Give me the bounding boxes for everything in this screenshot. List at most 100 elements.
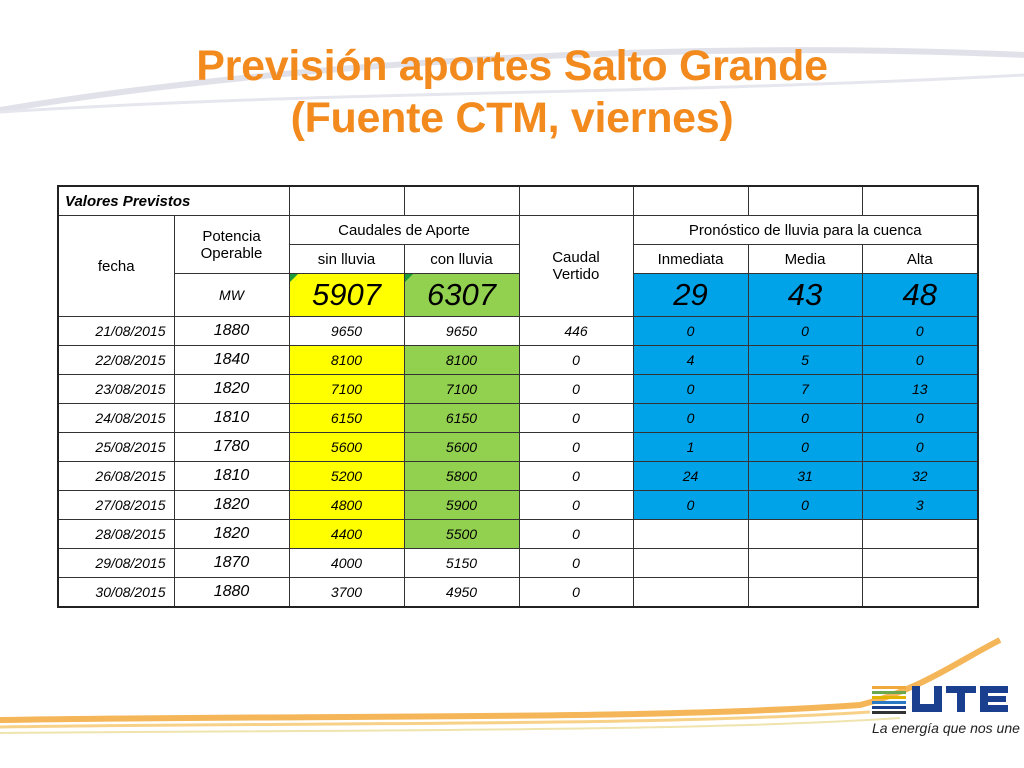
cell-alta: 13 [861,374,979,404]
cell-inmediata: 1 [632,432,749,462]
header-potencia-line1: Potencia [202,227,261,245]
header-potencia: Potencia Operable [173,215,290,274]
cell-con-lluvia: 8100 [403,345,520,375]
cell-media: 0 [747,316,863,346]
cell-media: 5 [747,345,863,375]
table-row: 29/08/2015 1870 4000 5150 0 [57,548,979,578]
total-con-value: 6307 [427,277,496,312]
cell-caudal-vertido: 0 [518,519,634,549]
cell-inmediata: 0 [632,490,749,520]
cell-caudal-vertido: 0 [518,461,634,491]
header-sin-lluvia: sin lluvia [288,244,405,274]
header-fecha: fecha [57,215,175,317]
cell-alta [861,519,979,549]
title-line-2: (Fuente CTM, viernes) [290,94,734,142]
cell-fecha: 25/08/2015 [57,432,175,462]
table-row: 21/08/2015 1880 9650 9650 446 0 0 0 [57,316,979,346]
cell-sin-lluvia: 7100 [288,374,405,404]
table-row: 30/08/2015 1880 3700 4950 0 [57,577,979,608]
cell-inmediata [632,577,749,608]
table-row: 27/08/2015 1820 4800 5900 0 0 0 3 [57,490,979,520]
cell-sin-lluvia: 6150 [288,403,405,433]
cell-fecha: 27/08/2015 [57,490,175,520]
blank-cell [288,185,405,216]
cell-sin-lluvia: 3700 [288,577,405,608]
table-row: 25/08/2015 1780 5600 5600 0 1 0 0 [57,432,979,462]
cell-potencia: 1820 [173,490,290,520]
unit-mw: MW [173,273,290,317]
cell-con-lluvia: 7100 [403,374,520,404]
cell-potencia: 1810 [173,461,290,491]
cell-fecha: 29/08/2015 [57,548,175,578]
header-caudal-line1: Caudal [552,249,600,266]
cell-fecha: 22/08/2015 [57,345,175,375]
table-row: 22/08/2015 1840 8100 8100 0 4 5 0 [57,345,979,375]
blank-cell [518,185,634,216]
total-inmediata: 29 [632,273,749,317]
blank-cell [632,185,749,216]
cell-con-lluvia: 5600 [403,432,520,462]
ute-logo [872,686,1008,714]
cell-caudal-vertido: 0 [518,345,634,375]
blank-cell [747,185,863,216]
table-row: 23/08/2015 1820 7100 7100 0 0 7 13 [57,374,979,404]
logo-stripes-icon [872,686,906,714]
header-alta: Alta [861,244,979,274]
cell-alta [861,548,979,578]
cell-inmediata: 4 [632,345,749,375]
cell-inmediata: 24 [632,461,749,491]
cell-inmediata [632,548,749,578]
total-alta: 48 [861,273,979,317]
cell-inmediata: 0 [632,403,749,433]
forecast-table: Valores Previstos fecha Potencia Operabl… [57,185,979,608]
comment-marker [405,274,413,282]
header-potencia-line2: Operable [200,244,263,262]
cell-caudal-vertido: 0 [518,548,634,578]
cell-media [747,548,863,578]
cell-con-lluvia: 4950 [403,577,520,608]
header-media: Media [747,244,863,274]
cell-potencia: 1820 [173,519,290,549]
cell-sin-lluvia: 5600 [288,432,405,462]
cell-media: 0 [747,490,863,520]
cell-potencia: 1880 [173,577,290,608]
total-media: 43 [747,273,863,317]
cell-media [747,519,863,549]
cell-inmediata: 0 [632,374,749,404]
cell-fecha: 26/08/2015 [57,461,175,491]
cell-alta: 0 [861,403,979,433]
cell-inmediata: 0 [632,316,749,346]
cell-alta: 3 [861,490,979,520]
title-line-1: Previsión aportes Salto Grande [196,42,828,90]
header-pronostico: Pronóstico de lluvia para la cuenca [632,215,979,245]
cell-potencia: 1840 [173,345,290,375]
total-sin-lluvia: 5907 [288,273,405,317]
cell-caudal-vertido: 0 [518,577,634,608]
cell-caudal-vertido: 0 [518,374,634,404]
logo-wordmark [912,686,1008,712]
header-inmediata: Inmediata [632,244,749,274]
cell-potencia: 1820 [173,374,290,404]
footer-tagline: La energía que nos une [872,720,1020,736]
cell-media: 7 [747,374,863,404]
cell-caudal-vertido: 0 [518,432,634,462]
header-con-lluvia: con lluvia [403,244,520,274]
cell-media: 0 [747,403,863,433]
cell-con-lluvia: 5900 [403,490,520,520]
cell-sin-lluvia: 4800 [288,490,405,520]
table-row: 26/08/2015 1810 5200 5800 0 24 31 32 [57,461,979,491]
cell-alta: 0 [861,432,979,462]
cell-caudal-vertido: 0 [518,403,634,433]
cell-media [747,577,863,608]
cell-alta: 32 [861,461,979,491]
cell-caudal-vertido: 0 [518,490,634,520]
total-sin-value: 5907 [312,277,381,312]
section-label: Valores Previstos [57,185,290,216]
cell-potencia: 1780 [173,432,290,462]
cell-sin-lluvia: 5200 [288,461,405,491]
cell-alta [861,577,979,608]
cell-sin-lluvia: 8100 [288,345,405,375]
cell-media: 0 [747,432,863,462]
table-row: 24/08/2015 1810 6150 6150 0 0 0 0 [57,403,979,433]
cell-caudal-vertido: 446 [518,316,634,346]
